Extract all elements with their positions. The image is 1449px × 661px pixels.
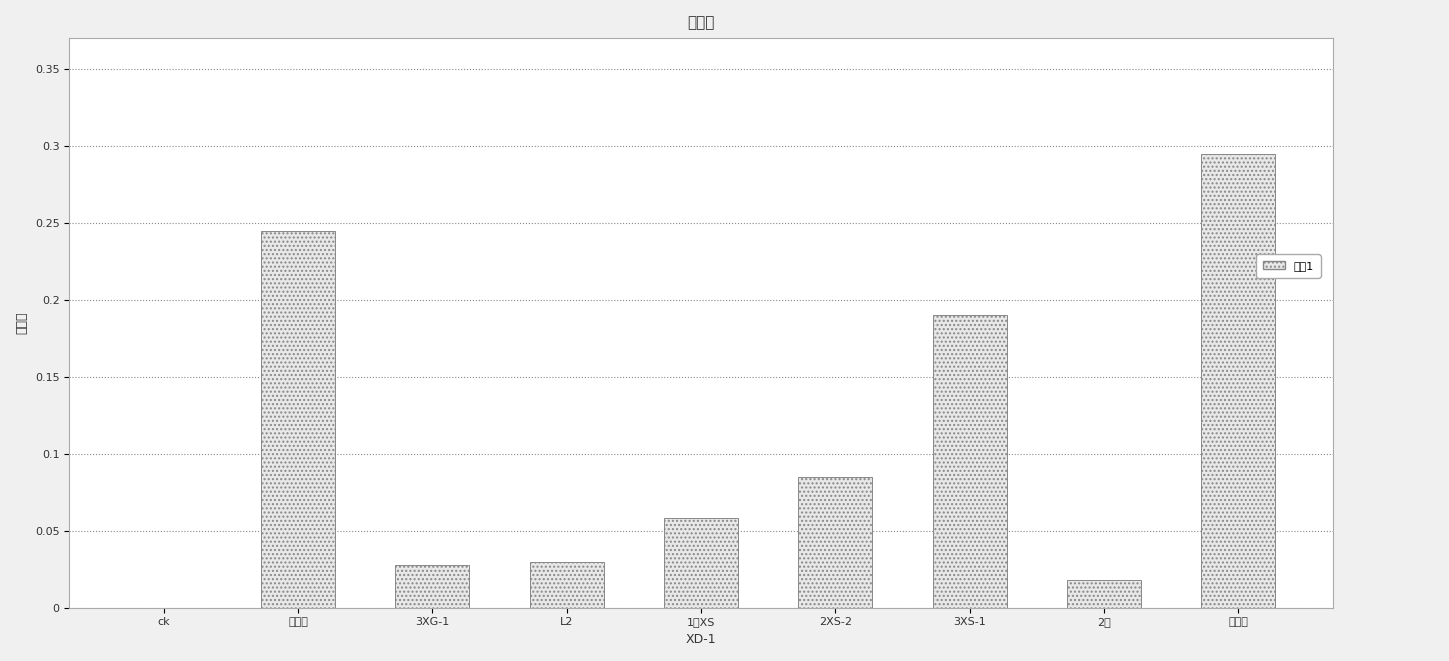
Bar	[933, 315, 1007, 607]
Bar	[1201, 153, 1275, 607]
Bar	[1066, 580, 1140, 607]
Title: 降解率: 降解率	[687, 15, 714, 30]
Bar	[261, 231, 335, 607]
Bar	[396, 564, 469, 607]
X-axis label: XD-1: XD-1	[685, 633, 716, 646]
Y-axis label: 降解率: 降解率	[14, 312, 28, 334]
Legend: 系列1: 系列1	[1256, 254, 1320, 278]
Bar	[530, 562, 604, 607]
Bar	[798, 477, 872, 607]
Bar	[664, 518, 738, 607]
